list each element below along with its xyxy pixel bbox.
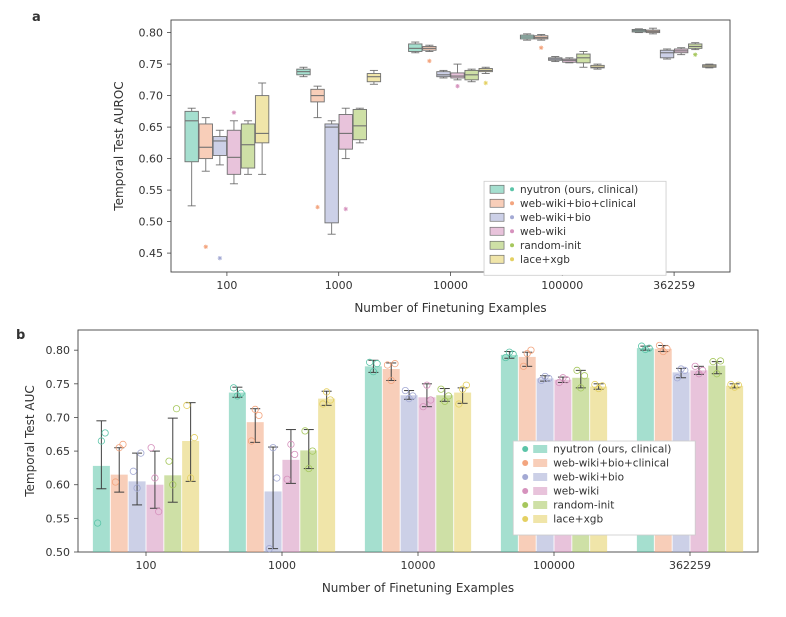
svg-text:0.60: 0.60 [139, 153, 164, 166]
svg-text:lace+xgb: lace+xgb [520, 254, 570, 266]
svg-text:0.70: 0.70 [139, 90, 164, 103]
svg-text:1000: 1000 [325, 279, 353, 292]
svg-text:100: 100 [216, 279, 237, 292]
panel-b-label: b [16, 328, 25, 343]
svg-text:10000: 10000 [401, 559, 436, 572]
panel-a-chart: 0.45 0.50 0.55 0.60 0.65 0.70 0.75 0.80 100 1000 1… [16, 8, 770, 318]
svg-text:10000: 10000 [433, 279, 468, 292]
svg-text:random-init: random-init [553, 500, 614, 512]
svg-text:0.80: 0.80 [139, 27, 164, 40]
svg-text:nyutron (ours, clinical): nyutron (ours, clinical) [553, 444, 671, 456]
svg-text:web-wiki+bio: web-wiki+bio [553, 472, 624, 484]
figure: a 0.45 0.50 0.55 0.60 0.65 0.70 0.75 0.80 100 100… [16, 8, 770, 598]
panel-a-label: a [32, 10, 41, 25]
svg-text:web-wiki: web-wiki [520, 226, 566, 238]
svg-text:0.50: 0.50 [46, 546, 71, 559]
svg-text:0.70: 0.70 [46, 411, 71, 424]
svg-text:100000: 100000 [533, 559, 575, 572]
svg-text:lace+xgb: lace+xgb [553, 514, 603, 526]
svg-text:0.60: 0.60 [46, 479, 71, 492]
svg-text:0.65: 0.65 [46, 445, 71, 458]
svg-text:web-wiki+bio+clinical: web-wiki+bio+clinical [553, 458, 669, 470]
svg-text:web-wiki+bio: web-wiki+bio [520, 212, 591, 224]
svg-text:nyutron (ours, clinical): nyutron (ours, clinical) [520, 184, 638, 196]
svg-text:362259: 362259 [653, 279, 695, 292]
svg-text:0.55: 0.55 [139, 184, 164, 197]
svg-text:0.75: 0.75 [46, 378, 71, 391]
svg-text:0.45: 0.45 [139, 247, 164, 260]
svg-text:Temporal Test AUC: Temporal Test AUC [23, 385, 37, 498]
svg-text:362259: 362259 [669, 559, 711, 572]
svg-text:0.75: 0.75 [139, 58, 164, 71]
svg-text:100000: 100000 [541, 279, 583, 292]
svg-text:web-wiki+bio+clinical: web-wiki+bio+clinical [520, 198, 636, 210]
svg-text:0.80: 0.80 [46, 344, 71, 357]
svg-text:Temporal Test AUROC: Temporal Test AUROC [112, 81, 126, 211]
svg-text:0.50: 0.50 [139, 216, 164, 229]
svg-text:random-init: random-init [520, 240, 581, 252]
svg-text:Number of Finetuning Examples: Number of Finetuning Examples [354, 301, 546, 315]
svg-text:1000: 1000 [268, 559, 296, 572]
panel-b-chart: 0.50 0.55 0.60 0.65 0.70 0.75 0.80 100 1000 10000… [16, 318, 770, 598]
svg-text:100: 100 [136, 559, 157, 572]
svg-text:web-wiki: web-wiki [553, 486, 599, 498]
svg-text:Number of Finetuning Examples: Number of Finetuning Examples [322, 581, 514, 595]
svg-text:0.55: 0.55 [46, 512, 71, 525]
svg-text:0.65: 0.65 [139, 121, 164, 134]
